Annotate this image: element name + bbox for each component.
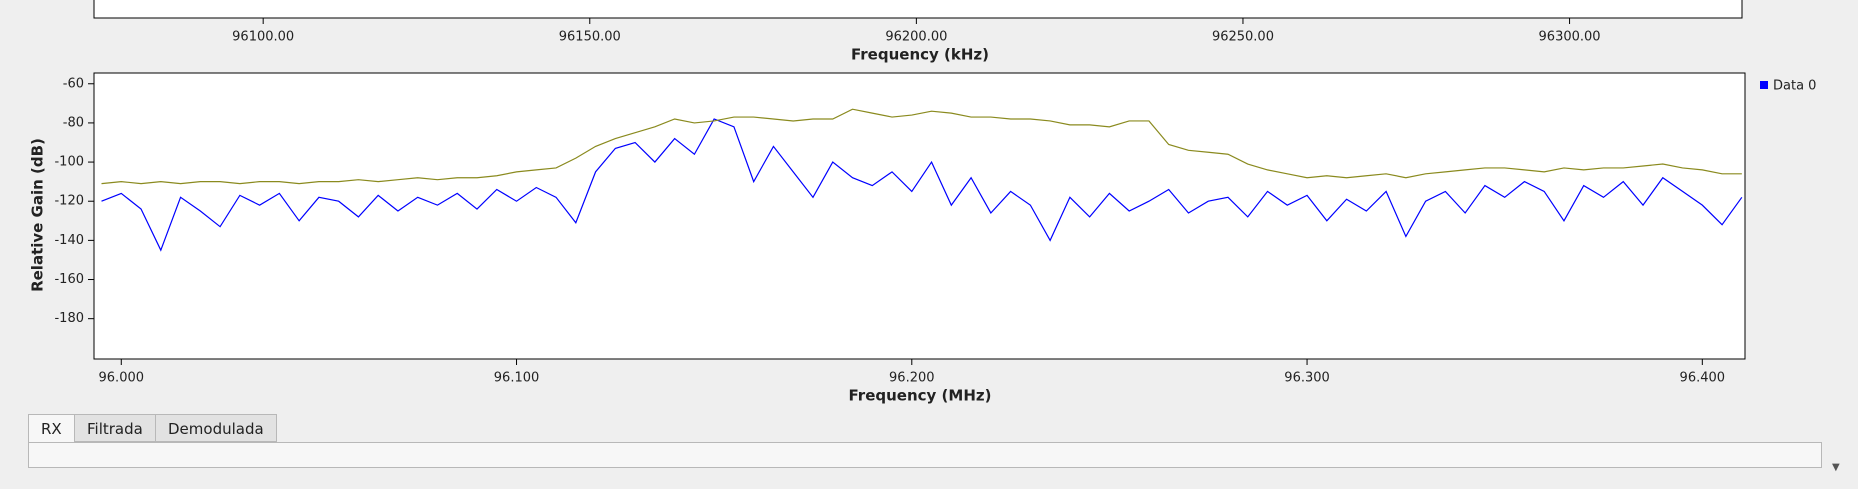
- y-tick-label: -160: [54, 272, 84, 287]
- scroll-arrow[interactable]: ▼: [1832, 462, 1840, 473]
- x-tick-label: 96.200: [889, 371, 935, 386]
- y-axis-label: Relative Gain (dB): [29, 138, 47, 292]
- x-tick-label: 96.300: [1284, 371, 1330, 386]
- series-line: [101, 108, 1742, 185]
- top-plot-area: [93, 0, 1743, 19]
- y-tick-label: -140: [54, 233, 84, 248]
- series-line: [101, 118, 1743, 252]
- y-tick-label: -80: [63, 115, 84, 130]
- y-tick-label: -60: [63, 76, 84, 91]
- y-tick-label: -120: [54, 194, 84, 209]
- tab[interactable]: Demodulada: [155, 414, 277, 442]
- x-tick-label: 96200.00: [885, 30, 947, 45]
- tab[interactable]: Filtrada: [74, 414, 156, 442]
- x-tick-label: 96.000: [99, 371, 145, 386]
- x-tick-label: 96250.00: [1212, 30, 1274, 45]
- y-tick-label: -100: [54, 155, 84, 170]
- tab-panel: [28, 442, 1822, 468]
- plots: Frequency (kHz) Frequency (MHz) Relative…: [29, 0, 1816, 405]
- x-tick-label: 96100.00: [232, 30, 294, 45]
- tab[interactable]: RX: [28, 414, 75, 443]
- x-tick-label: 96.400: [1680, 371, 1726, 386]
- main-plot-area: [93, 72, 1746, 360]
- x-tick-label: 96150.00: [559, 30, 621, 45]
- x-axis-label: Frequency (kHz): [851, 46, 989, 64]
- legend-swatch: [1760, 81, 1768, 89]
- x-tick-label: 96.100: [494, 371, 540, 386]
- x-tick-label: 96300.00: [1539, 30, 1601, 45]
- y-tick-label: -180: [54, 311, 84, 326]
- x-axis-label: Frequency (MHz): [849, 387, 992, 405]
- legend-label: Data 0: [1773, 79, 1816, 94]
